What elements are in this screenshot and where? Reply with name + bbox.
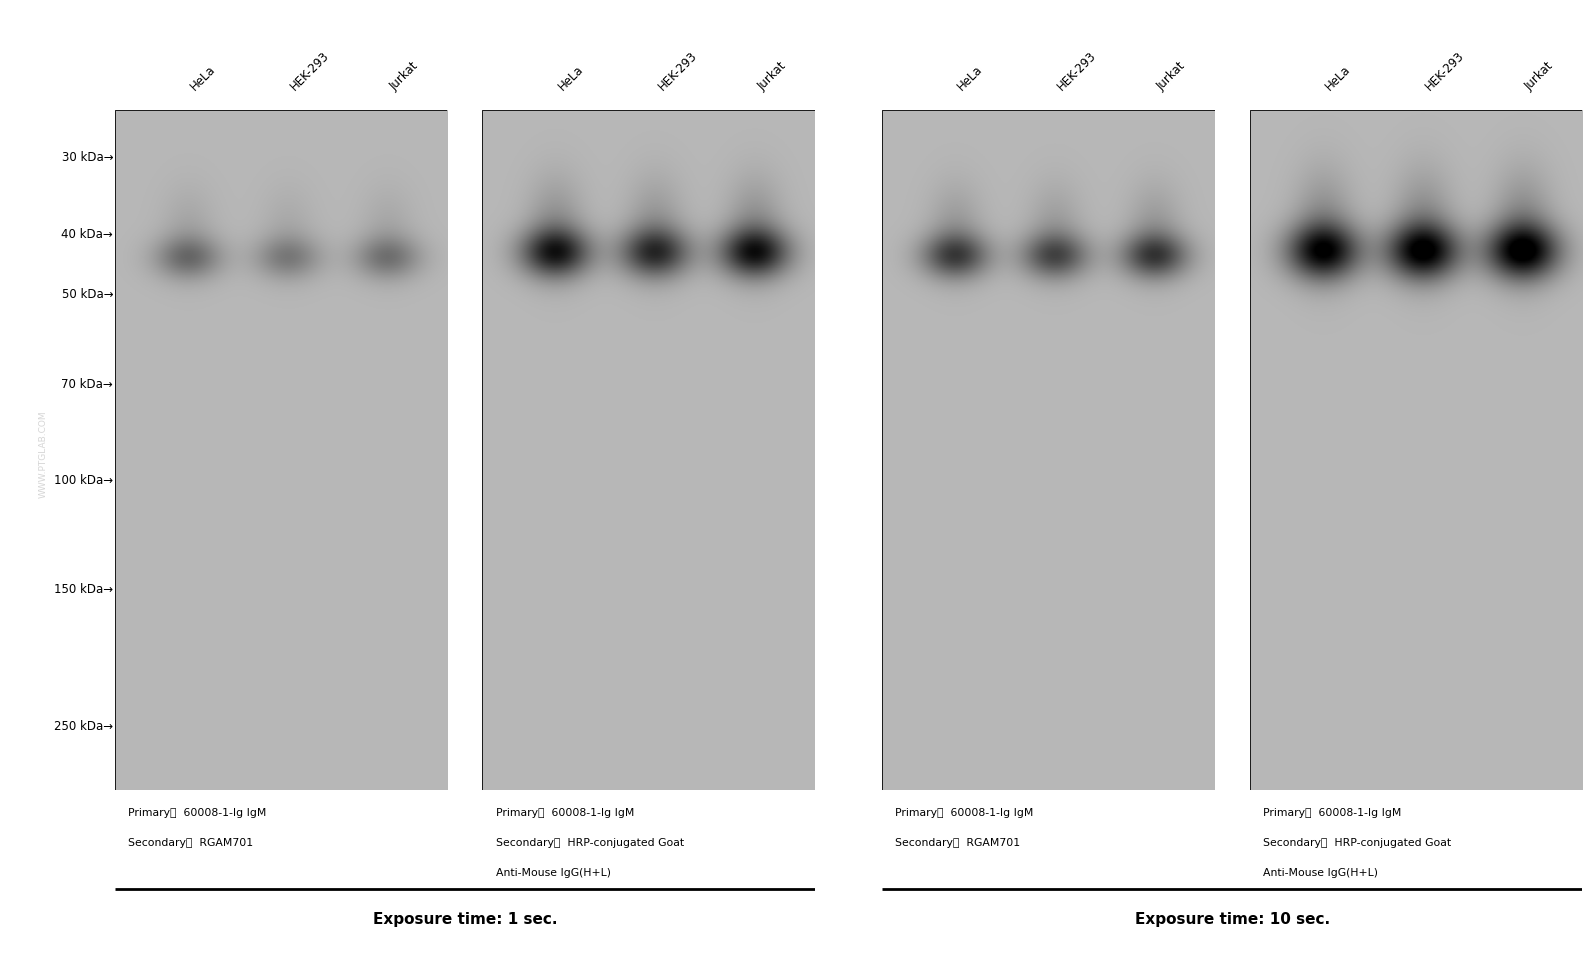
Text: HEK-293: HEK-293 xyxy=(287,49,332,93)
Text: Jurkat: Jurkat xyxy=(1522,59,1557,93)
Text: Exposure time: 1 sec.: Exposure time: 1 sec. xyxy=(373,912,557,927)
Text: HeLa: HeLa xyxy=(955,63,986,93)
Text: Jurkat: Jurkat xyxy=(1155,59,1188,93)
Text: Primary：  60008-1-Ig IgM: Primary： 60008-1-Ig IgM xyxy=(496,808,635,818)
Text: 150 kDa→: 150 kDa→ xyxy=(54,583,113,596)
Text: Jurkat: Jurkat xyxy=(388,59,421,93)
Text: 30 kDa→: 30 kDa→ xyxy=(62,151,113,164)
Text: 40 kDa→: 40 kDa→ xyxy=(62,229,113,241)
Text: 70 kDa→: 70 kDa→ xyxy=(62,378,113,391)
Text: Primary：  60008-1-Ig IgM: Primary： 60008-1-Ig IgM xyxy=(895,808,1034,818)
Text: Secondary：  RGAM701: Secondary： RGAM701 xyxy=(128,838,254,848)
Text: Primary：  60008-1-Ig IgM: Primary： 60008-1-Ig IgM xyxy=(128,808,266,818)
Text: HeLa: HeLa xyxy=(555,63,585,93)
Text: WWW.PTGLAB.COM: WWW.PTGLAB.COM xyxy=(40,411,48,499)
Text: HEK-293: HEK-293 xyxy=(1054,49,1099,93)
Text: Exposure time: 10 sec.: Exposure time: 10 sec. xyxy=(1134,912,1330,927)
Text: HEK-293: HEK-293 xyxy=(1423,49,1467,93)
Text: Secondary：  HRP-conjugated Goat: Secondary： HRP-conjugated Goat xyxy=(1263,838,1451,848)
Text: Anti-Mouse IgG(H+L): Anti-Mouse IgG(H+L) xyxy=(1263,868,1378,879)
Text: HEK-293: HEK-293 xyxy=(656,49,700,93)
Text: 50 kDa→: 50 kDa→ xyxy=(62,288,113,301)
Text: HeLa: HeLa xyxy=(1322,63,1353,93)
Text: Secondary：  HRP-conjugated Goat: Secondary： HRP-conjugated Goat xyxy=(496,838,684,848)
Text: 100 kDa→: 100 kDa→ xyxy=(54,474,113,487)
Text: 250 kDa→: 250 kDa→ xyxy=(54,720,113,733)
Text: Primary：  60008-1-Ig IgM: Primary： 60008-1-Ig IgM xyxy=(1263,808,1402,818)
Text: Secondary：  RGAM701: Secondary： RGAM701 xyxy=(895,838,1021,848)
Text: Anti-Mouse IgG(H+L): Anti-Mouse IgG(H+L) xyxy=(496,868,611,879)
Text: HeLa: HeLa xyxy=(188,63,219,93)
Text: Jurkat: Jurkat xyxy=(754,59,790,93)
